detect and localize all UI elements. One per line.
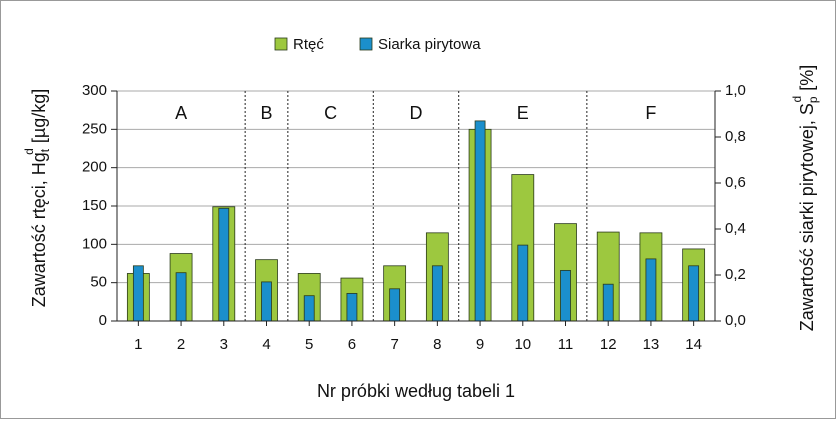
group-label: E — [517, 103, 529, 123]
label-text: [µg/kg] — [29, 89, 49, 148]
label-text: Zawartość siarki pirytowej, S — [797, 103, 817, 331]
legend-label: Siarka pirytowa — [378, 36, 481, 53]
y-axis-label: Zawartość rtęci, Hgtd [µg/kg] — [22, 89, 52, 307]
x-tick-label: 14 — [685, 336, 702, 353]
x-tick-label: 6 — [348, 336, 356, 353]
group-label: A — [175, 103, 187, 123]
x-tick-label: 3 — [220, 336, 228, 353]
group-label: F — [645, 103, 656, 123]
y2-tick-label: 0,0 — [725, 312, 746, 329]
y-tick-label: 50 — [90, 274, 107, 291]
y-tick-label: 200 — [82, 159, 107, 176]
x-tick-label: 5 — [305, 336, 313, 353]
x-tick-label: 1 — [134, 336, 142, 353]
y-tick-label: 150 — [82, 197, 107, 214]
bar — [346, 292, 358, 322]
label-sub: t — [38, 148, 52, 152]
x-axis-label: Nr próbki według tabeli 1 — [317, 381, 515, 401]
bar — [602, 283, 614, 322]
x-tick-label: 8 — [433, 336, 441, 353]
y2-axis-label: Zawartość siarki pirytowej, Spd [%] — [790, 65, 820, 331]
legend-swatch — [359, 37, 373, 51]
label-sub: p — [806, 96, 820, 103]
x-tick-label: 11 — [558, 336, 574, 353]
x-tick-label: 13 — [643, 336, 660, 353]
bar — [132, 265, 144, 322]
x-tick-label: 4 — [262, 336, 270, 353]
bar — [474, 120, 486, 322]
y2-tick-label: 0,4 — [725, 220, 746, 237]
label-text: [%] — [797, 65, 817, 96]
bar — [431, 265, 443, 322]
x-tick-label: 10 — [514, 336, 531, 353]
x-tick-label: 7 — [390, 336, 398, 353]
bar — [261, 281, 272, 322]
legend-label: Rtęć — [293, 36, 324, 53]
y-tick-label: 250 — [82, 120, 107, 137]
y-tick-label: 300 — [82, 82, 107, 99]
y2-tick-label: 0,8 — [725, 128, 746, 145]
group-label: C — [324, 103, 337, 123]
x-tick-label: 12 — [600, 336, 617, 353]
bar — [389, 288, 401, 322]
bar — [645, 258, 657, 322]
legend-swatch — [274, 37, 288, 51]
bar — [560, 269, 571, 322]
bar — [175, 272, 187, 322]
group-label: B — [260, 103, 272, 123]
y2-tick-label: 0,6 — [725, 174, 746, 191]
y2-tick-label: 0,2 — [725, 266, 746, 283]
x-tick-label: 2 — [177, 336, 185, 353]
bar — [517, 244, 529, 322]
label-sup: d — [22, 148, 36, 155]
label-text: Zawartość rtęci, Hg — [29, 152, 49, 307]
y-tick-label: 0 — [99, 312, 107, 329]
x-tick-label: 9 — [476, 336, 484, 353]
bar — [218, 207, 230, 322]
group-label: D — [410, 103, 423, 123]
y2-tick-label: 1,0 — [725, 82, 746, 99]
y-tick-label: 100 — [82, 235, 107, 252]
bar — [303, 295, 315, 322]
label-sup: d — [790, 96, 804, 103]
bar — [688, 265, 700, 322]
